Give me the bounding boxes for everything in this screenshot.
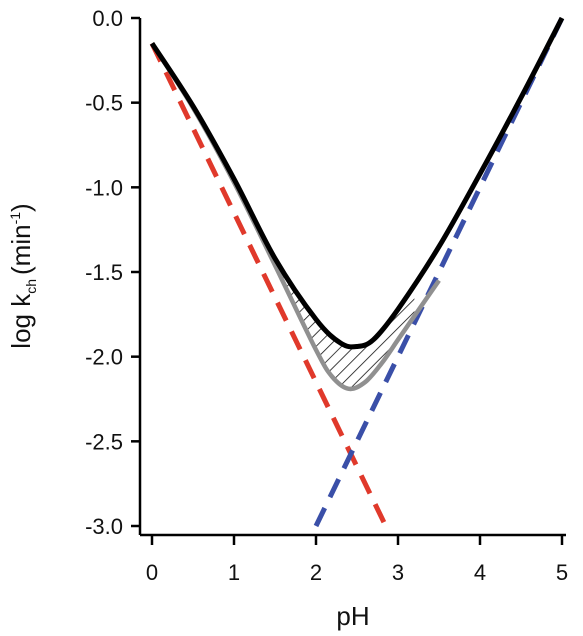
series-layer [149,16,565,528]
y-axis-title-unit-close: ) [6,203,36,212]
red-dashed-line [149,42,388,528]
x-tick-label: 2 [310,560,322,585]
x-tick-label: 5 [556,560,568,585]
hatched-region [283,270,415,389]
x-axis: 0 1 2 3 4 5 [140,533,568,585]
y-tick-label: -2.5 [85,429,123,454]
x-tick-label: 1 [228,560,240,585]
y-tick-label: -3.0 [85,514,123,539]
y-axis-title-main: log k [6,293,36,349]
x-tick-label: 4 [474,560,486,585]
black-solid-curve [149,16,565,350]
x-tick-label: 3 [392,560,404,585]
y-axis-title-unit-sup: -1 [7,212,23,225]
y-axis-title-unit: (min [6,224,36,275]
y-axis-title: log kch (min-1) [6,203,39,348]
y-axis: 0.0 -0.5 -1.0 -1.5 -2.0 -2.5 -3.0 [85,6,142,539]
y-tick-label: 0.0 [92,6,123,31]
x-ticks: 0 1 2 3 4 5 [146,535,568,585]
y-ticks: 0.0 -0.5 -1.0 -1.5 -2.0 -2.5 -3.0 [85,6,140,539]
y-tick-label: -1.5 [85,260,123,285]
y-tick-label: -2.0 [85,345,123,370]
y-tick-label: -1.0 [85,175,123,200]
plot-area [149,16,565,528]
x-tick-label: 0 [146,560,158,585]
x-axis-title: pH [336,601,369,631]
y-tick-label: -0.5 [85,91,123,116]
y-axis-title-sub: ch [23,279,39,294]
